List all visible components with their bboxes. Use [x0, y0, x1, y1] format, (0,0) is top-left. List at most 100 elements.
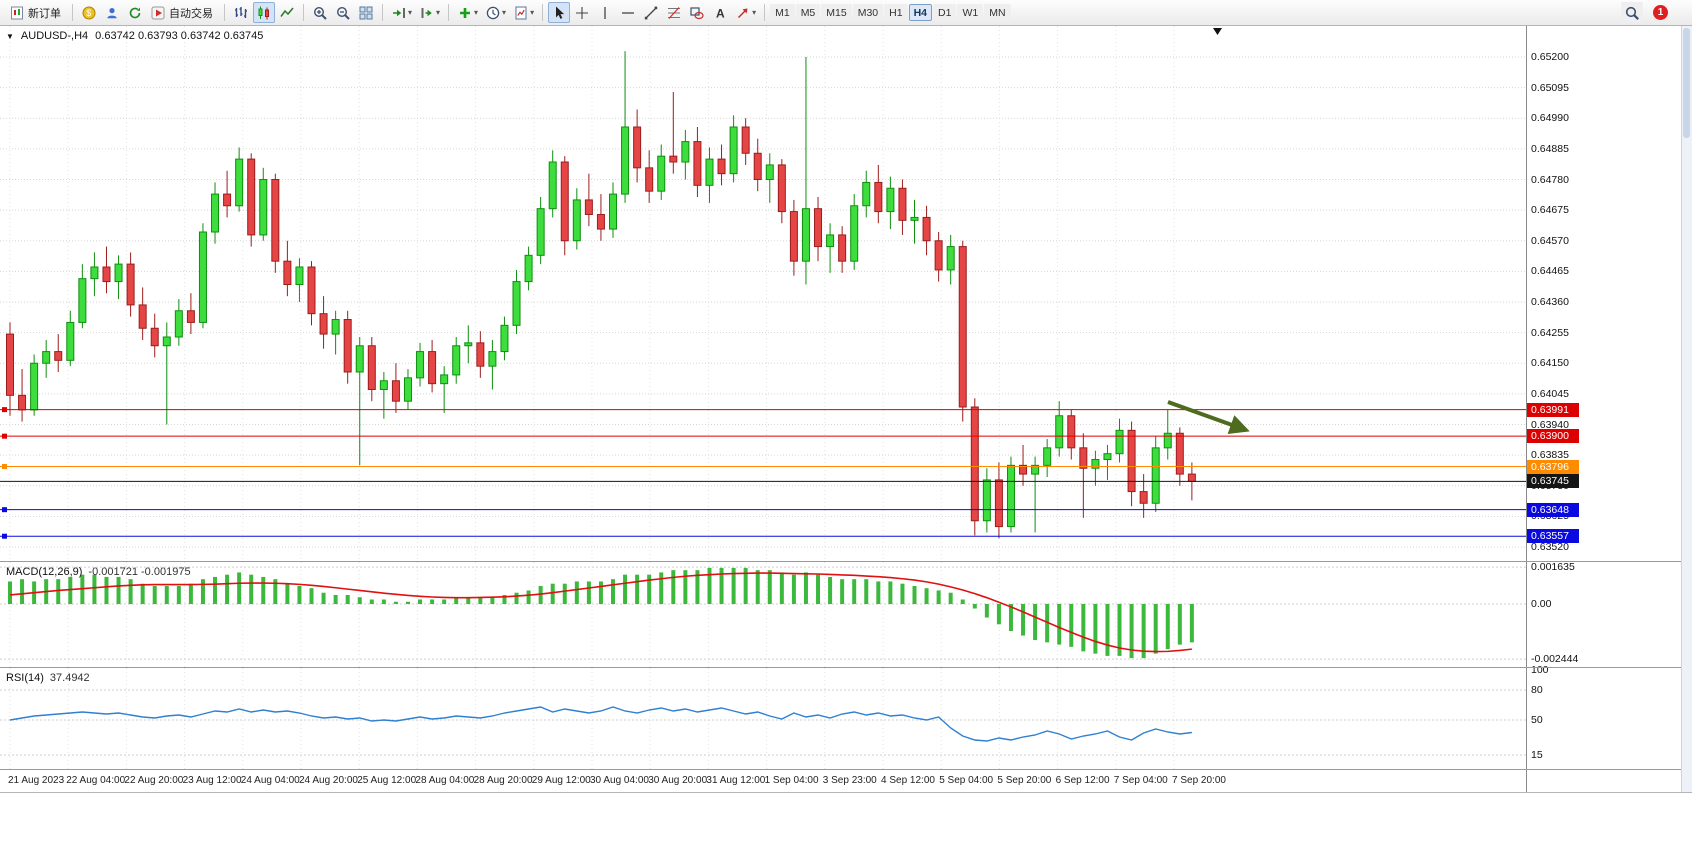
- time-tick-label: 5 Sep 04:00: [939, 775, 994, 786]
- chart-shift-button[interactable]: ▾: [416, 2, 443, 23]
- price-tick-label: 0.64360: [1531, 296, 1569, 308]
- time-tick-label: 6 Sep 12:00: [1055, 775, 1110, 786]
- time-tick-label: 28 Aug 20:00: [473, 775, 533, 786]
- timeframe-m15-button[interactable]: M15: [821, 4, 852, 21]
- line-handle-0.63991[interactable]: [2, 407, 7, 413]
- templates-button[interactable]: ▾: [510, 2, 537, 23]
- autotrade-icon: [150, 5, 166, 21]
- price-badge-0.63991: 0.63991: [1527, 402, 1579, 417]
- trendline-button[interactable]: [640, 2, 662, 23]
- zoom-out-icon: [335, 5, 351, 21]
- vertical-scrollbar[interactable]: [1681, 26, 1692, 792]
- time-tick-label: 1 Sep 04:00: [764, 775, 819, 786]
- panel-separator[interactable]: [0, 667, 1692, 668]
- macd-tick-label: 0.00: [1531, 598, 1552, 610]
- gold-icon: $: [81, 5, 97, 21]
- bar-chart-button[interactable]: [230, 2, 252, 23]
- candle-chart-button[interactable]: [253, 2, 275, 23]
- time-tick-label: 30 Aug 04:00: [590, 775, 649, 786]
- rsi-tick-label: 15: [1531, 749, 1543, 761]
- timeframe-h4-button[interactable]: H4: [908, 4, 933, 21]
- shapes-button[interactable]: [686, 2, 708, 23]
- scrollbar-thumb[interactable]: [1683, 28, 1690, 138]
- macd-label: MACD(12,26,9) -0.001721 -0.001975: [6, 566, 191, 578]
- line-chart-button[interactable]: [276, 2, 298, 23]
- main-chart[interactable]: [0, 26, 1526, 561]
- auto-trading-button[interactable]: 自动交易: [147, 2, 219, 23]
- scroll-to-end-marker[interactable]: [1213, 28, 1222, 35]
- cursor-button[interactable]: [548, 2, 571, 23]
- price-axis[interactable]: 0.65200 0.65095 0.64990 0.64885 0.64780 0.646…: [1526, 26, 1683, 792]
- rsi-tick-label: 100: [1531, 664, 1549, 676]
- one-click-trading-icon[interactable]: ▼: [6, 31, 14, 41]
- time-axis[interactable]: 21 Aug 2023 22 Aug 04:00 22 Aug 20:00 23 Au…: [0, 770, 1526, 792]
- tile-windows-button[interactable]: [355, 2, 377, 23]
- timeframe-m5-button[interactable]: M5: [795, 4, 821, 21]
- time-tick-label: 24 Aug 20:00: [299, 775, 358, 786]
- price-tick-label: 0.64990: [1531, 112, 1569, 125]
- price-tick-label: 0.65200: [1531, 51, 1569, 63]
- periods-button[interactable]: ▾: [482, 2, 509, 23]
- hline-icon: [620, 5, 636, 21]
- fibonacci-button[interactable]: [663, 2, 685, 23]
- indicators-button[interactable]: ▾: [454, 2, 481, 23]
- rsi-panel[interactable]: [0, 668, 1526, 769]
- vline-icon: [597, 5, 613, 21]
- shapes-icon: [689, 5, 705, 21]
- time-tick-label: 30 Aug 20:00: [648, 775, 708, 786]
- price-tick-label: 0.64465: [1531, 265, 1569, 278]
- indicator-plus-icon: [457, 5, 473, 21]
- notification-badge[interactable]: 1: [1653, 5, 1668, 20]
- time-tick-label: 22 Aug 04:00: [66, 775, 126, 786]
- toolbar-separator: [303, 4, 304, 21]
- time-tick-label: 23 Aug 12:00: [182, 775, 242, 786]
- profile-button[interactable]: [101, 2, 123, 23]
- clock-icon: [485, 5, 501, 21]
- vertical-line-button[interactable]: [594, 2, 616, 23]
- timeframe-w1-button[interactable]: W1: [957, 4, 984, 21]
- timeframe-d1-button[interactable]: D1: [933, 4, 957, 21]
- line-handle-0.63900[interactable]: [2, 433, 7, 439]
- linechart-icon: [279, 5, 295, 21]
- chevron-down-icon: ▾: [502, 8, 507, 17]
- text-tool-button[interactable]: A: [709, 2, 731, 23]
- line-handle-0.63648[interactable]: [2, 507, 7, 513]
- line-handle-0.63557[interactable]: [2, 533, 7, 539]
- macd-name: MACD(12,26,9): [6, 566, 83, 578]
- auto-trading-label: 自动交易: [169, 7, 213, 20]
- line-handle-0.63796[interactable]: [2, 464, 7, 470]
- new-order-button[interactable]: 新订单: [6, 2, 67, 23]
- market-watch-button[interactable]: $: [78, 2, 100, 23]
- horizontal-line-button[interactable]: [617, 2, 639, 23]
- time-tick-label: 29 Aug 12:00: [531, 775, 591, 786]
- tile-icon: [358, 5, 374, 21]
- annotation-arrow[interactable]: [1167, 400, 1250, 435]
- panel-separator[interactable]: [0, 561, 1692, 562]
- zoom-out-button[interactable]: [332, 2, 354, 23]
- profile-icon: [104, 5, 120, 21]
- timeframe-m1-button[interactable]: M1: [770, 4, 795, 21]
- refresh-button[interactable]: [124, 2, 146, 23]
- rsi-label: RSI(14) 37.4942: [6, 672, 90, 684]
- toolbar-separator: [382, 4, 383, 21]
- price-tick-label: 0.65095: [1531, 81, 1569, 94]
- rsi-name: RSI(14): [6, 672, 44, 684]
- zoom-in-button[interactable]: [309, 2, 331, 23]
- timeframe-h1-button[interactable]: H1: [884, 4, 908, 21]
- price-tick-label: 0.64570: [1531, 234, 1569, 247]
- macd-panel[interactable]: [0, 562, 1526, 667]
- timeframe-m30-button[interactable]: M30: [852, 4, 884, 21]
- search-button[interactable]: [1621, 2, 1643, 23]
- time-tick-label: 31 Aug 12:00: [706, 775, 766, 786]
- auto-scroll-button[interactable]: ▾: [388, 2, 415, 23]
- svg-text:A: A: [716, 6, 725, 20]
- panel-separator[interactable]: [0, 769, 1692, 770]
- price-tick-label: 0.64150: [1531, 357, 1569, 370]
- crosshair-button[interactable]: [571, 2, 593, 23]
- new-order-label: 新订单: [28, 7, 61, 20]
- arrow-tool-button[interactable]: ▾: [732, 2, 759, 23]
- candles-icon: [256, 5, 272, 21]
- toolbar-right-cluster: 1: [1621, 2, 1668, 23]
- timeframe-mn-button[interactable]: MN: [984, 4, 1011, 21]
- toolbar-separator: [764, 4, 766, 21]
